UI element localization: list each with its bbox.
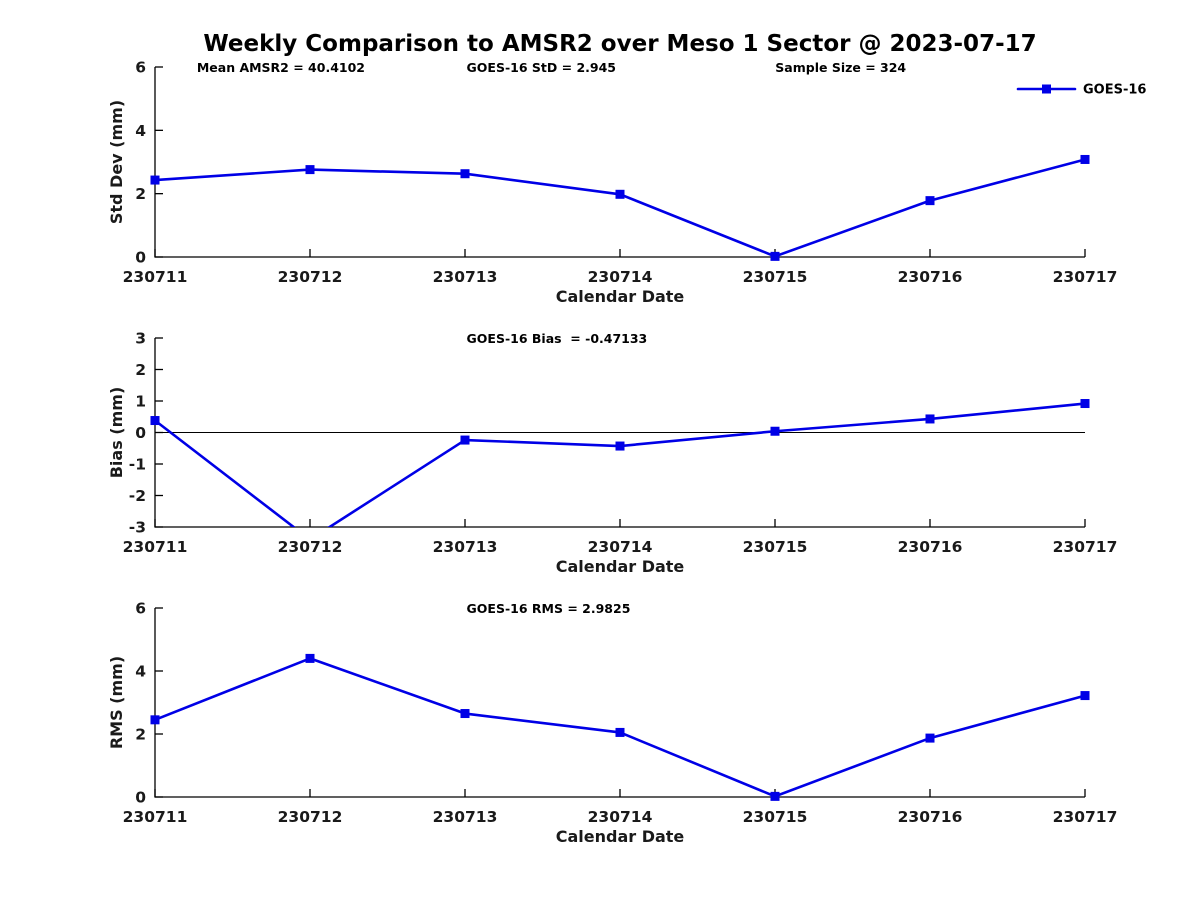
series-line-GOES-16 (154, 657, 1086, 797)
x-tick-label: 230715 (743, 268, 808, 286)
y-tick-label: 6 (135, 59, 146, 77)
x-tick-label: 230712 (278, 538, 343, 556)
data-point-marker (305, 165, 315, 175)
data-point-marker (150, 416, 160, 426)
x-tick-label: 230716 (898, 268, 963, 286)
y-tick-label: 1 (135, 393, 146, 411)
data-point-marker (615, 189, 625, 199)
data-point-marker (460, 169, 470, 179)
data-point-marker (770, 426, 780, 436)
data-point-marker (925, 733, 935, 743)
x-axis-label: Calendar Date (556, 557, 685, 576)
x-tick-label: 230711 (123, 808, 188, 826)
y-tick-label: -3 (129, 519, 146, 537)
x-tick-label: 230715 (743, 808, 808, 826)
annotation: Sample Size = 324 (775, 60, 906, 75)
data-point-marker (1080, 399, 1090, 409)
data-point-marker (460, 709, 470, 719)
x-tick-label: 230717 (1053, 268, 1118, 286)
y-tick-label: 4 (135, 663, 146, 681)
x-tick-label: 230717 (1053, 538, 1118, 556)
series-line-GOES-16 (154, 158, 1086, 257)
y-axis-label: RMS (mm) (107, 656, 126, 749)
y-tick-label: 6 (135, 600, 146, 618)
y-tick-label: 2 (135, 361, 146, 379)
annotation: GOES-16 StD = 2.945 (467, 60, 616, 75)
y-axis-label: Std Dev (mm) (107, 100, 126, 224)
legend-label: GOES-16 (1083, 83, 1146, 98)
x-tick-label: 230713 (433, 268, 498, 286)
x-tick-label: 230713 (433, 808, 498, 826)
legend-marker (1042, 84, 1051, 94)
annotation: GOES-16 Bias = -0.47133 (467, 331, 648, 346)
x-tick-label: 230716 (898, 538, 963, 556)
data-point-marker (150, 175, 160, 185)
y-tick-label: -2 (129, 487, 146, 505)
axis-spines (154, 608, 1085, 798)
axis-spines (154, 67, 1085, 258)
y-tick-label: 2 (135, 726, 146, 744)
y-tick-label: 3 (135, 330, 146, 348)
data-point-marker (150, 715, 160, 725)
x-tick-label: 230712 (278, 808, 343, 826)
data-point-marker (460, 435, 470, 445)
data-point-marker (1080, 154, 1090, 164)
data-point-marker (925, 196, 935, 206)
x-tick-label: 230714 (588, 808, 653, 826)
figure-title: Weekly Comparison to AMSR2 over Meso 1 S… (203, 31, 1037, 57)
y-tick-label: 0 (135, 789, 146, 807)
x-tick-label: 230711 (123, 268, 188, 286)
x-axis-label: Calendar Date (556, 287, 685, 306)
x-tick-label: 230711 (123, 538, 188, 556)
x-axis-label: Calendar Date (556, 827, 685, 846)
annotation: Mean AMSR2 = 40.4102 (197, 60, 365, 75)
data-point-marker (305, 653, 315, 663)
x-tick-label: 230715 (743, 538, 808, 556)
y-tick-label: 4 (135, 122, 146, 140)
annotation: GOES-16 RMS = 2.9825 (467, 601, 631, 616)
legend: GOES-16 (1016, 83, 1146, 98)
x-tick-label: 230714 (588, 538, 653, 556)
y-tick-label: 0 (135, 249, 146, 267)
data-point-marker (1080, 691, 1090, 701)
x-tick-label: 230717 (1053, 808, 1118, 826)
data-point-marker (770, 791, 780, 801)
x-tick-label: 230716 (898, 808, 963, 826)
y-axis-label: Bias (mm) (107, 387, 126, 479)
y-tick-label: 0 (135, 424, 146, 442)
y-tick-label: -1 (129, 456, 146, 474)
x-tick-label: 230714 (588, 268, 653, 286)
data-point-marker (925, 414, 935, 424)
x-tick-label: 230712 (278, 268, 343, 286)
y-tick-label: 2 (135, 185, 146, 203)
data-point-marker (615, 727, 625, 737)
x-tick-label: 230713 (433, 538, 498, 556)
data-point-marker (615, 441, 625, 451)
data-point-marker (770, 251, 780, 261)
